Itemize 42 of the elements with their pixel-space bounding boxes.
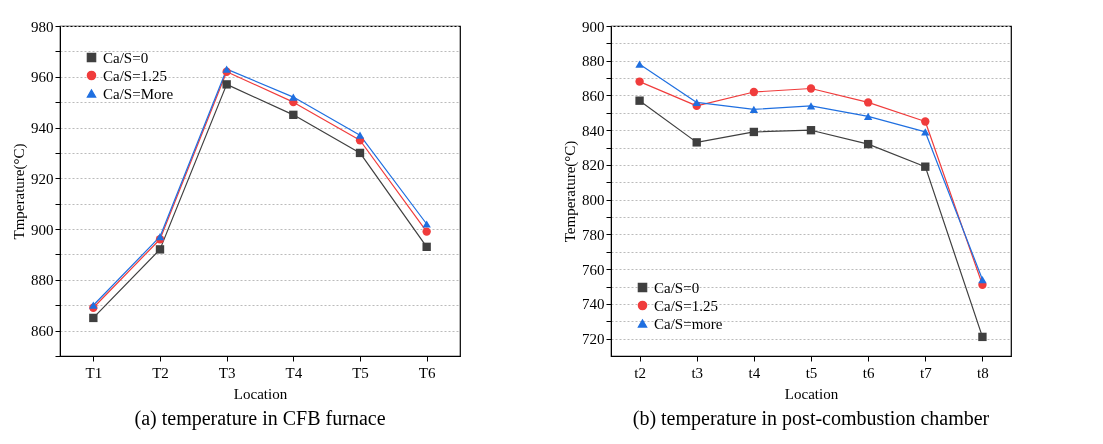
legend-label: Ca/S=0 xyxy=(654,279,700,296)
x-tick-label: t6 xyxy=(862,364,875,381)
y-tick-label: 720 xyxy=(582,331,605,348)
y-tick-label: 760 xyxy=(582,261,605,278)
x-tick-label: t8 xyxy=(977,364,989,381)
y-tick-label: 900 xyxy=(582,18,605,35)
x-tick-label: T4 xyxy=(285,364,303,381)
y-axis-title: Tmperature(°C) xyxy=(11,143,28,240)
text: (a) temperature in CFB furnace xyxy=(134,407,386,430)
x-tick-label: t3 xyxy=(691,364,704,381)
y-tick-label: 920 xyxy=(31,170,54,187)
x-tick-label: t4 xyxy=(748,364,761,381)
x-tick-label: t7 xyxy=(919,364,933,381)
y-tick-label: 960 xyxy=(31,69,54,86)
x-axis-title: Location xyxy=(233,385,288,402)
y-tick-label: 820 xyxy=(582,157,605,174)
y-tick-label: 940 xyxy=(31,120,54,137)
x-tick-label: T1 xyxy=(85,364,103,381)
x-tick-label: T6 xyxy=(418,364,436,381)
x-tick-label: T2 xyxy=(152,364,169,381)
legend-label: Ca/S=1.25 xyxy=(103,67,167,84)
legend-label: Ca/S=more xyxy=(654,315,723,332)
y-tick-label: 880 xyxy=(31,272,54,289)
y-tick-label: 980 xyxy=(31,18,54,35)
legend-label: Ca/S=1.25 xyxy=(654,297,718,314)
y-tick-label: 800 xyxy=(582,192,605,209)
x-tick-label: T5 xyxy=(352,364,369,381)
y-tick-label: 860 xyxy=(31,323,54,340)
legend-label: Ca/S=0 xyxy=(103,49,149,66)
x-tick-label: t2 xyxy=(634,364,646,381)
y-tick-label: 780 xyxy=(582,226,605,243)
text: (b) temperature in post-combustion chamber xyxy=(632,407,990,430)
legend-label: Ca/S=More xyxy=(103,85,174,102)
y-tick-label: 900 xyxy=(31,221,54,238)
x-tick-label: t5 xyxy=(805,364,818,381)
x-axis-title: Location xyxy=(784,385,839,402)
y-tick-label: 740 xyxy=(582,296,605,313)
y-tick-label: 840 xyxy=(582,122,605,139)
y-tick-label: 880 xyxy=(582,53,605,70)
y-tick-label: 860 xyxy=(582,87,605,104)
x-tick-label: T3 xyxy=(218,364,236,381)
y-axis-title: Temperature(°C) xyxy=(562,140,579,243)
